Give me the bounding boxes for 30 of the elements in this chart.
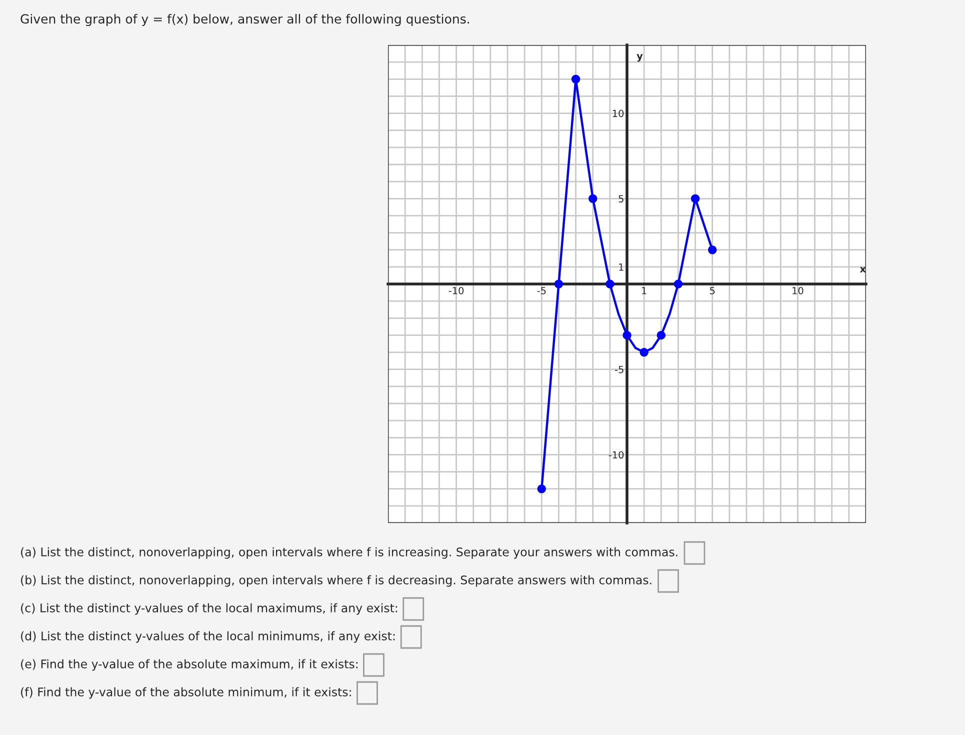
point bbox=[708, 245, 717, 254]
x-tick-label: 5 bbox=[710, 287, 715, 294]
point bbox=[606, 280, 614, 288]
point bbox=[656, 330, 666, 340]
x-tick-label: -5 bbox=[537, 287, 546, 294]
x-tick-label: -10 bbox=[448, 286, 464, 294]
x-tick-label: 1 bbox=[642, 287, 646, 294]
point bbox=[690, 194, 700, 204]
y-tick-label: -5 bbox=[615, 366, 624, 374]
y-tick-label: 5 bbox=[618, 195, 624, 202]
text: (a) List the distinct, nonoverlapping, open intervals where f is increasing. Separate your answers with commas. bbox=[21, 547, 678, 559]
point bbox=[640, 348, 648, 357]
text: (b) List the distinct, nonoverlapping, open intervals where f is decreasing. Separate answers with commas. bbox=[21, 575, 652, 587]
text: (e) Find the y-value of the absolute maximum, if it exists: bbox=[21, 659, 358, 671]
point bbox=[622, 330, 632, 340]
y-tick-label: -10 bbox=[608, 451, 624, 459]
x-tick-label: 10 bbox=[792, 286, 804, 294]
point bbox=[571, 74, 580, 84]
point bbox=[588, 194, 598, 204]
point bbox=[537, 484, 546, 494]
y-tick-label: 10 bbox=[612, 110, 624, 118]
point bbox=[554, 280, 564, 288]
text: (f) Find the y-value of the absolute minimum, if it exists: bbox=[21, 687, 351, 699]
x-axis-title: x bbox=[860, 267, 866, 272]
y-tick-label: 1 bbox=[619, 264, 624, 271]
text: (d) List the distinct y-values of the local minimums, if any exist: bbox=[21, 631, 395, 643]
point bbox=[674, 280, 683, 288]
y-axis-title: y bbox=[636, 54, 643, 62]
text: Given the graph of y = f(x) below, answer all of the following questions. bbox=[20, 14, 469, 26]
text: (c) List the distinct y-values of the local maximums, if any exist: bbox=[21, 603, 398, 615]
